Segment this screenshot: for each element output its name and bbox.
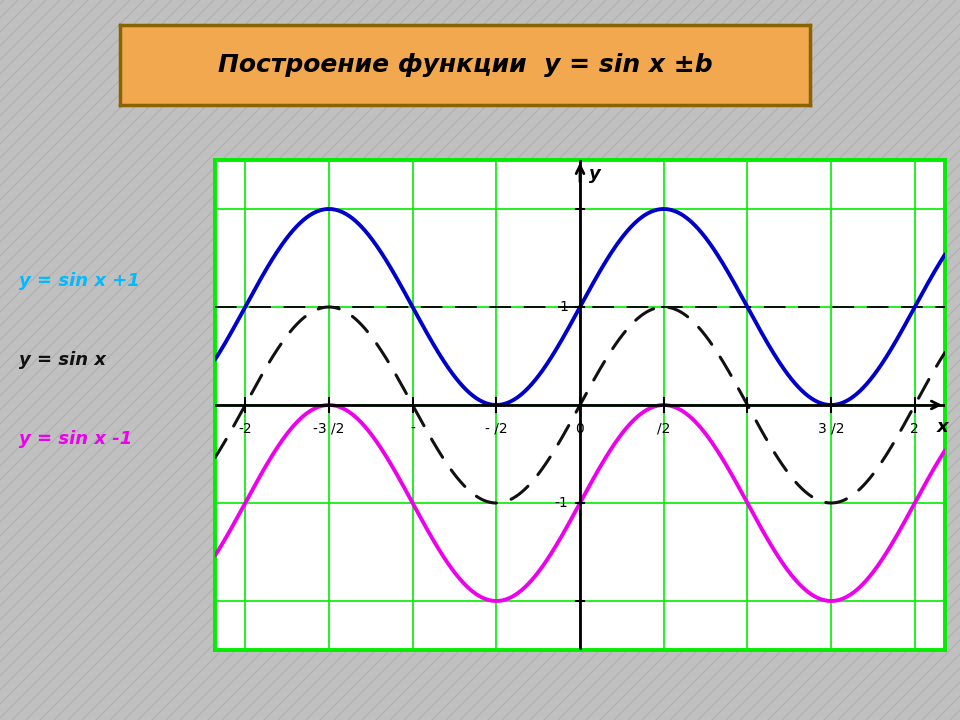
Text: - /2: - /2	[485, 422, 508, 436]
Text: y = sin x +1: y = sin x +1	[19, 271, 140, 289]
Text: Построение функции  y = sin x ±b: Построение функции y = sin x ±b	[218, 53, 712, 77]
Text: y = sin x: y = sin x	[19, 351, 107, 369]
Text: y: y	[589, 165, 601, 183]
Text: /2: /2	[657, 422, 670, 436]
Text: 0: 0	[576, 422, 585, 436]
Text: x: x	[937, 418, 948, 436]
Text: -3 /2: -3 /2	[313, 422, 345, 436]
Text: -2: -2	[238, 422, 252, 436]
Text: y = sin x -1: y = sin x -1	[19, 430, 132, 448]
Text: 2: 2	[910, 422, 919, 436]
Text: 3 /2: 3 /2	[818, 422, 845, 436]
Text: 1: 1	[560, 300, 568, 314]
Text: -1: -1	[555, 496, 568, 510]
Text: -: -	[410, 422, 415, 436]
